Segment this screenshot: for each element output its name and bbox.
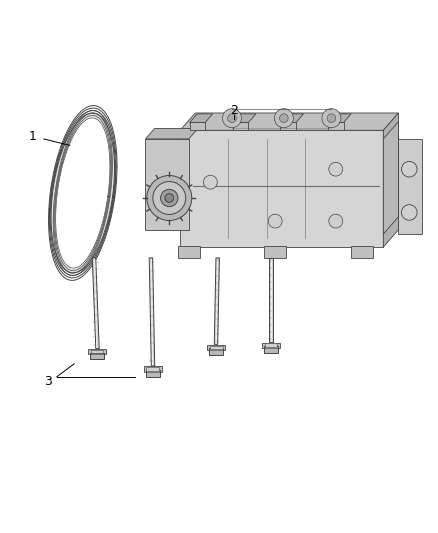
Circle shape: [322, 109, 341, 128]
Circle shape: [329, 162, 343, 176]
Circle shape: [279, 114, 288, 123]
Circle shape: [147, 175, 192, 221]
Bar: [145, 139, 189, 230]
Polygon shape: [383, 122, 399, 234]
Bar: [209, 348, 223, 355]
Circle shape: [402, 161, 417, 177]
Bar: [146, 370, 159, 377]
Bar: [262, 343, 280, 348]
Bar: [90, 352, 104, 359]
Circle shape: [161, 189, 178, 207]
Bar: [190, 123, 205, 130]
Polygon shape: [328, 114, 351, 123]
Circle shape: [268, 214, 282, 228]
Polygon shape: [92, 258, 99, 349]
Circle shape: [327, 114, 336, 123]
Bar: [144, 366, 162, 372]
Bar: [399, 139, 422, 234]
Bar: [210, 345, 223, 349]
Bar: [233, 123, 248, 130]
Circle shape: [165, 193, 173, 203]
Polygon shape: [180, 113, 399, 130]
Circle shape: [153, 182, 186, 214]
Bar: [351, 246, 372, 258]
Bar: [265, 246, 286, 258]
Circle shape: [274, 109, 293, 128]
Polygon shape: [51, 113, 114, 273]
Bar: [88, 349, 106, 354]
Circle shape: [329, 214, 343, 228]
Polygon shape: [383, 113, 399, 247]
Polygon shape: [214, 258, 219, 344]
Bar: [328, 123, 343, 130]
Bar: [180, 130, 383, 247]
Polygon shape: [269, 258, 272, 342]
Text: 1: 1: [29, 130, 37, 143]
Polygon shape: [56, 118, 110, 268]
Polygon shape: [149, 258, 155, 366]
Bar: [178, 246, 200, 258]
Bar: [146, 367, 159, 371]
Text: 2: 2: [230, 104, 238, 117]
Text: 3: 3: [44, 375, 52, 387]
Polygon shape: [233, 114, 256, 123]
Bar: [264, 346, 278, 353]
Bar: [265, 343, 277, 347]
Circle shape: [228, 114, 236, 123]
Circle shape: [203, 175, 217, 189]
Circle shape: [223, 109, 241, 128]
Polygon shape: [190, 114, 213, 123]
Bar: [280, 123, 296, 130]
Polygon shape: [280, 114, 304, 123]
Circle shape: [402, 205, 417, 220]
Bar: [91, 350, 103, 353]
Bar: [207, 345, 225, 350]
Polygon shape: [145, 128, 198, 139]
